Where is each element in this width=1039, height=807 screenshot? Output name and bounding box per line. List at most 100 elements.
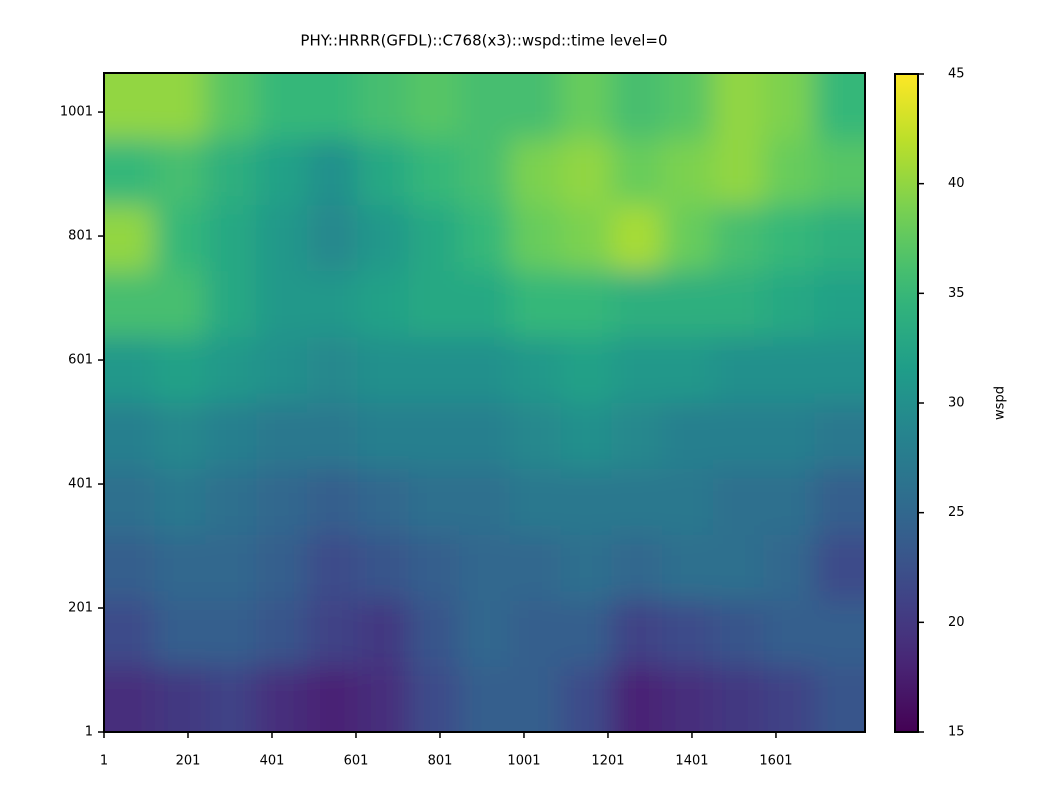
heatmap-cell [763,270,815,338]
heatmap-cell [814,270,865,338]
heatmap-cell [357,204,409,272]
heatmap-cell [104,204,156,272]
heatmap-cell [256,73,308,140]
axes: 1 201 401 601 801 1001 1201 1401 160112014016018… [60,67,965,769]
heatmap-cell [154,534,206,601]
heatmap-cell [763,138,815,206]
heatmap-cell [560,402,612,469]
heatmap-cell [306,204,359,272]
heatmap-cell [256,336,308,403]
heatmap-cell [814,336,865,403]
y-tick-label: 201 [68,601,93,616]
heatmap-cell [662,402,714,469]
heatmap-cell [205,402,257,469]
chart-title: PHY::HRRR(GFDL)::C768(x3)::wspd::time le… [300,32,667,50]
heatmap-cell [459,468,511,535]
heatmap-cell [662,336,714,403]
heatmap-cell [814,138,865,206]
heatmap-cell [408,336,460,403]
heatmap-cell [459,73,511,140]
heatmap-cell [205,204,257,272]
heatmap-cell [408,600,460,667]
heatmap-cell [662,73,714,140]
plot-frame [103,72,866,733]
heatmap-cells [104,73,865,732]
heatmap-cell [509,204,562,272]
heatmap-cell [459,600,511,667]
heatmap-cell [611,600,663,667]
heatmap-cell [357,402,409,469]
heatmap-cell [408,402,460,469]
heatmap-cell [154,270,206,338]
heatmap-cell [306,468,359,535]
heatmap-cell [154,468,206,535]
heatmap-cell [154,204,206,272]
x-tick-label: 201 [176,754,201,769]
heatmap-cell [509,468,562,535]
heatmap-cell [154,336,206,403]
heatmap-cell [205,73,257,140]
heatmap-cell [205,468,257,535]
heatmap-cell [104,138,156,206]
heatmap-cell [306,534,359,601]
heatmap-cell [306,402,359,469]
heatmap-cell [256,666,308,732]
heatmap-cell [611,468,663,535]
y-tick-label: 401 [68,477,93,492]
x-tick-label: 1601 [759,754,792,769]
heatmap-cell [357,600,409,667]
heatmap-cell [712,600,765,667]
heatmap-cell [408,138,460,206]
heatmap-cell [814,468,865,535]
heatmap-cell [560,270,612,338]
heatmap-cell [763,666,815,732]
heatmap-cell [357,468,409,535]
heatmap-cell [712,73,765,140]
heatmap-cell [256,138,308,206]
heatmap-cell [154,666,206,732]
heatmap-cell [459,666,511,732]
colorbar-tick-label: 25 [948,505,965,520]
heatmap-cell [256,204,308,272]
heatmap-cell [154,73,206,140]
heatmap-cell [256,600,308,667]
heatmap-cell [662,468,714,535]
colorbar-tick-label: 40 [948,176,965,191]
heatmap-cell [306,73,359,140]
heatmap-cell [256,468,308,535]
colorbar [894,73,919,733]
heatmap-cell [712,270,765,338]
heatmap-cell [662,666,714,732]
y-tick-label: 601 [68,353,93,368]
x-tick-label: 1001 [507,754,540,769]
heatmap-cell [459,336,511,403]
heatmap-cell [306,336,359,403]
heatmap-cell [459,402,511,469]
heatmap-cell [763,534,815,601]
heatmap-cell [662,600,714,667]
heatmap-cell [205,138,257,206]
heatmap-cell [712,336,765,403]
heatmap-cell [408,534,460,601]
heatmap-cell [712,534,765,601]
heatmap-cell [712,402,765,469]
colorbar-tick-label: 15 [948,725,965,740]
heatmap-cell [560,73,612,140]
colorbar-tick-label: 35 [948,286,965,301]
heatmap-cell [509,402,562,469]
colorbar-tick-label: 45 [948,67,965,82]
colorbar-tick-label: 20 [948,615,965,630]
heatmap-cell [154,600,206,667]
heatmap-cell [104,73,156,140]
heatmap-cell [357,73,409,140]
heatmap-cell [763,468,815,535]
heatmap-cell [662,534,714,601]
heatmap-cell [763,204,815,272]
heatmap-cell [712,204,765,272]
heatmap-cell [306,270,359,338]
heatmap-cell [408,666,460,732]
heatmap-cell [104,534,156,601]
heatmap-cell [104,402,156,469]
heatmap-cell [712,468,765,535]
